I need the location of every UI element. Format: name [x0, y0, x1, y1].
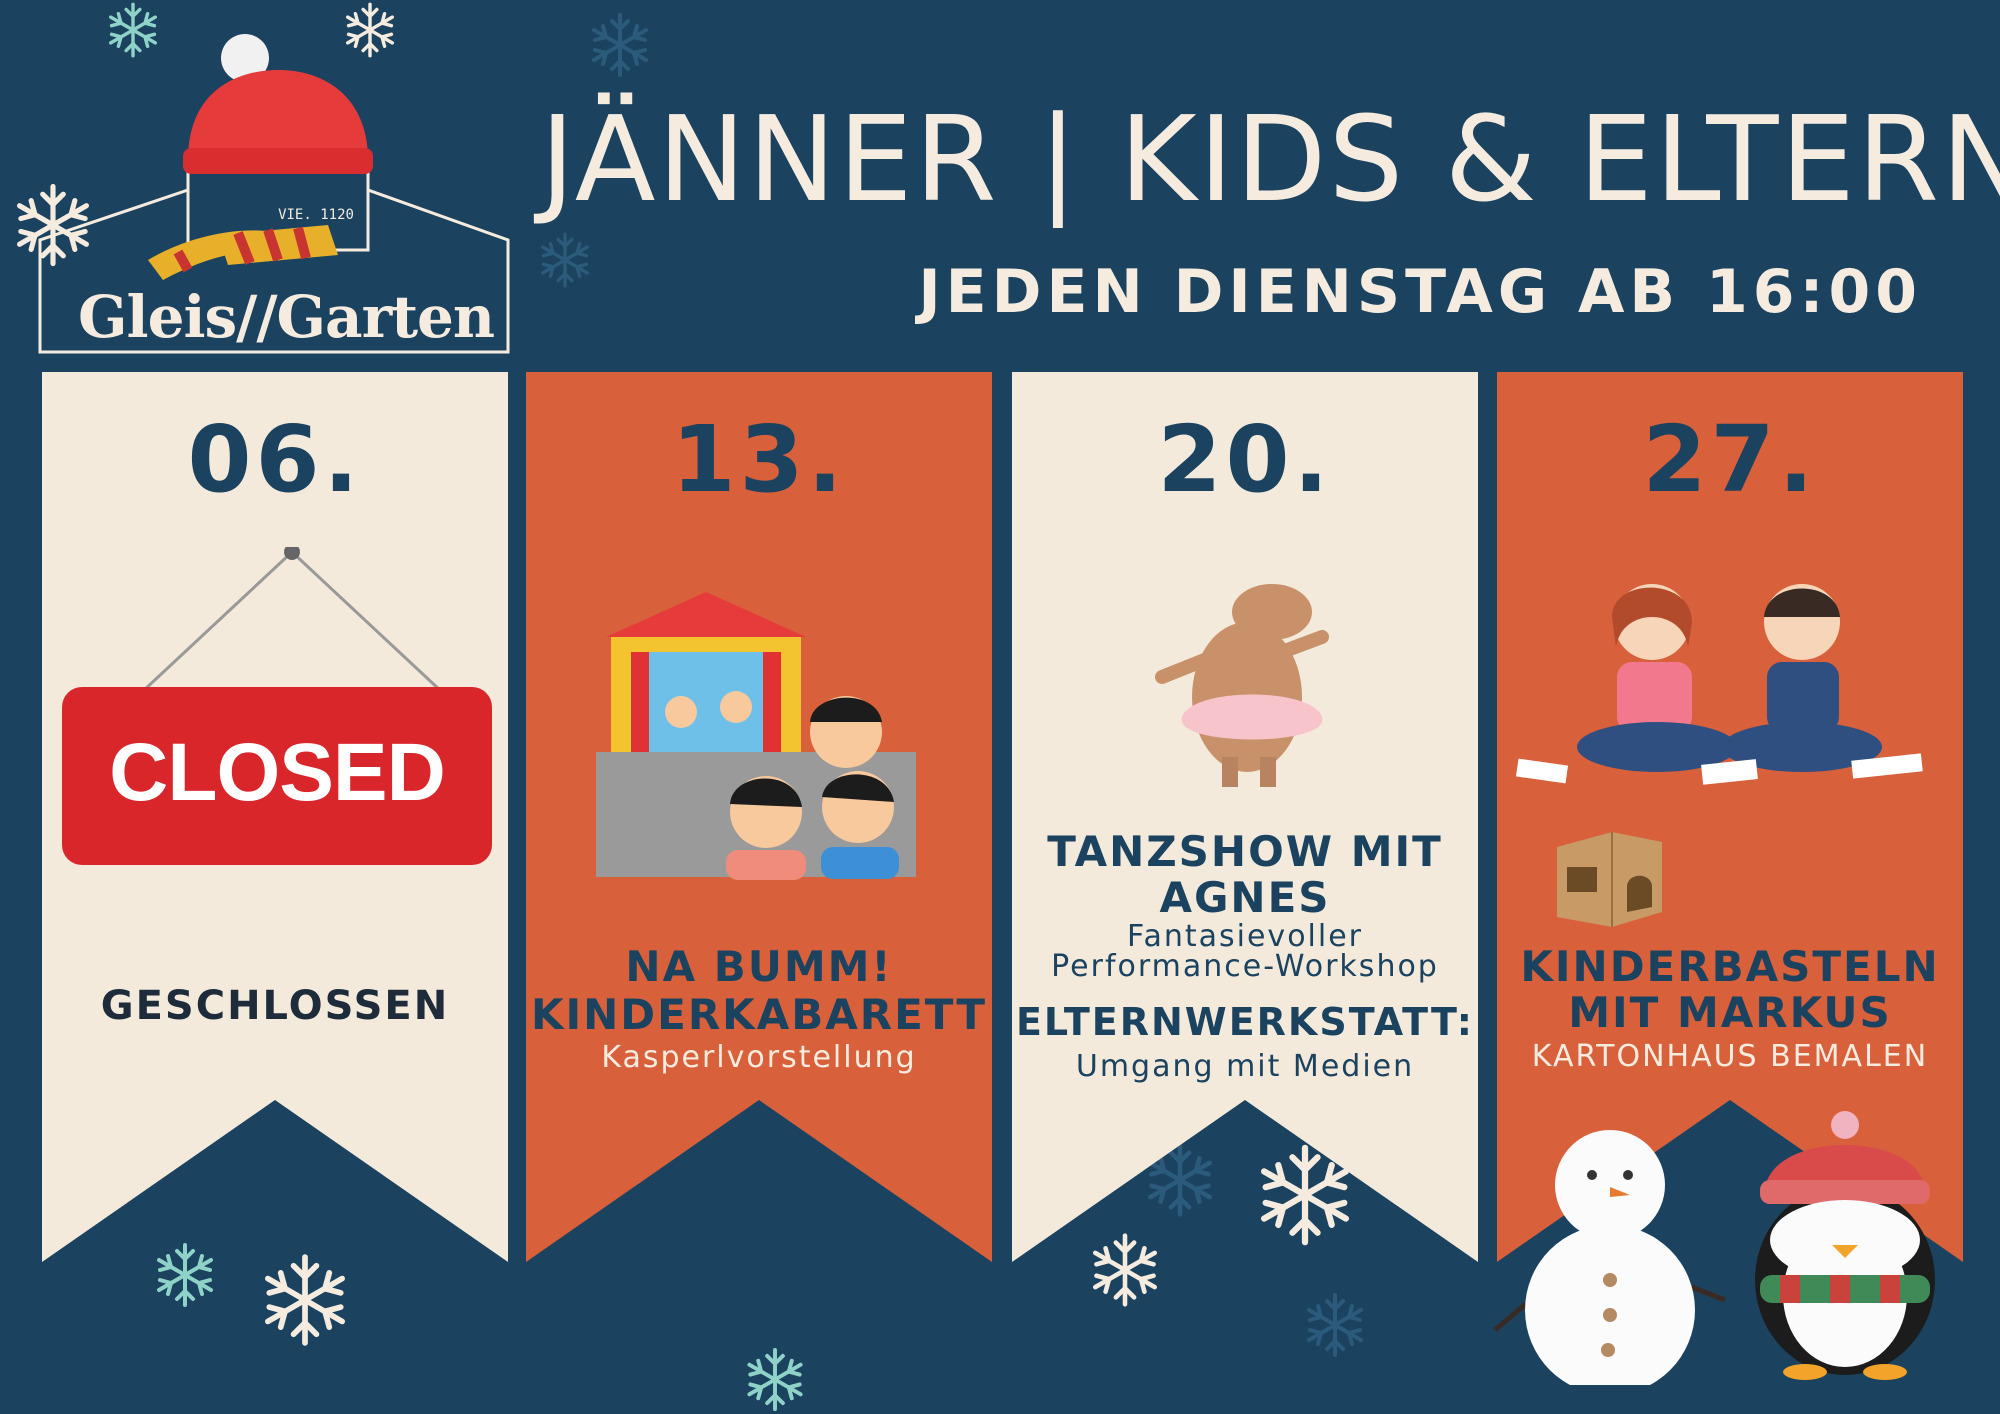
event-description: KARTONHAUS BEMALEN — [1531, 1039, 1929, 1074]
snowflake-icon — [255, 1250, 355, 1350]
snowman-icon — [1493, 1130, 1726, 1385]
event-description: Kasperlvorstellung — [601, 1040, 917, 1075]
event-title: NA BUMM! — [625, 942, 893, 991]
event-description: Performance-Workshop — [1051, 949, 1439, 984]
snowflake-icon — [541, 232, 589, 288]
event-banner: 27. KINDERBASTELN MIT MARKUS KARTONHAUS … — [1497, 372, 1963, 1262]
logo: VIE. 1120 Gleis//Garten — [38, 30, 514, 360]
cardboard-house-icon — [1557, 832, 1662, 927]
event-date: 27. — [1642, 406, 1818, 513]
beanie-hat-scarf-icon — [38, 34, 510, 354]
snowflake-icon — [747, 1347, 803, 1412]
snowflake-icon — [592, 13, 648, 77]
snowflake-icon — [1307, 1293, 1363, 1357]
event-date: 13. — [671, 406, 847, 513]
event-banner: 20. TANZSHOW MIT AGNES Fantasievoller Pe… — [1012, 372, 1478, 1262]
closed-sign-text: CLOSED — [109, 727, 446, 818]
event-title: AGNES — [1159, 873, 1331, 922]
closed-sign-icon — [62, 547, 492, 865]
event-title: MIT MARKUS — [1568, 988, 1892, 1037]
event-banner: 13. NA BUMM! KINDERKABARETT Kasperlvorst… — [526, 372, 992, 1262]
event-banner: 06. CLOSED GESCHLOSSEN — [42, 372, 508, 1262]
puppet-theater-icon — [596, 592, 916, 880]
kids-crafting-icon — [1515, 584, 1923, 785]
dancing-capybara-icon — [1155, 584, 1329, 787]
logo-subtitle: VIE. 1120 — [278, 207, 354, 223]
page-title: JÄNNER | KIDS & ELTERN — [540, 90, 2000, 228]
event-title: KINDERKABARETT — [530, 990, 988, 1039]
event-title: ELTERNWERKSTATT: — [1015, 1000, 1475, 1044]
event-date: 20. — [1157, 406, 1333, 513]
event-title: KINDERBASTELN — [1520, 942, 1940, 991]
event-description: Fantasievoller — [1126, 919, 1364, 954]
page-subtitle: JEDEN DIENSTAG AB 16:00 — [918, 257, 1922, 327]
penguin-icon — [1755, 1111, 1935, 1380]
event-description: Umgang mit Medien — [1075, 1049, 1415, 1084]
logo-brand: Gleis//Garten — [78, 283, 495, 351]
event-title: TANZSHOW MIT — [1047, 827, 1443, 876]
event-title: GESCHLOSSEN — [100, 983, 450, 1029]
event-date: 06. — [187, 406, 363, 513]
